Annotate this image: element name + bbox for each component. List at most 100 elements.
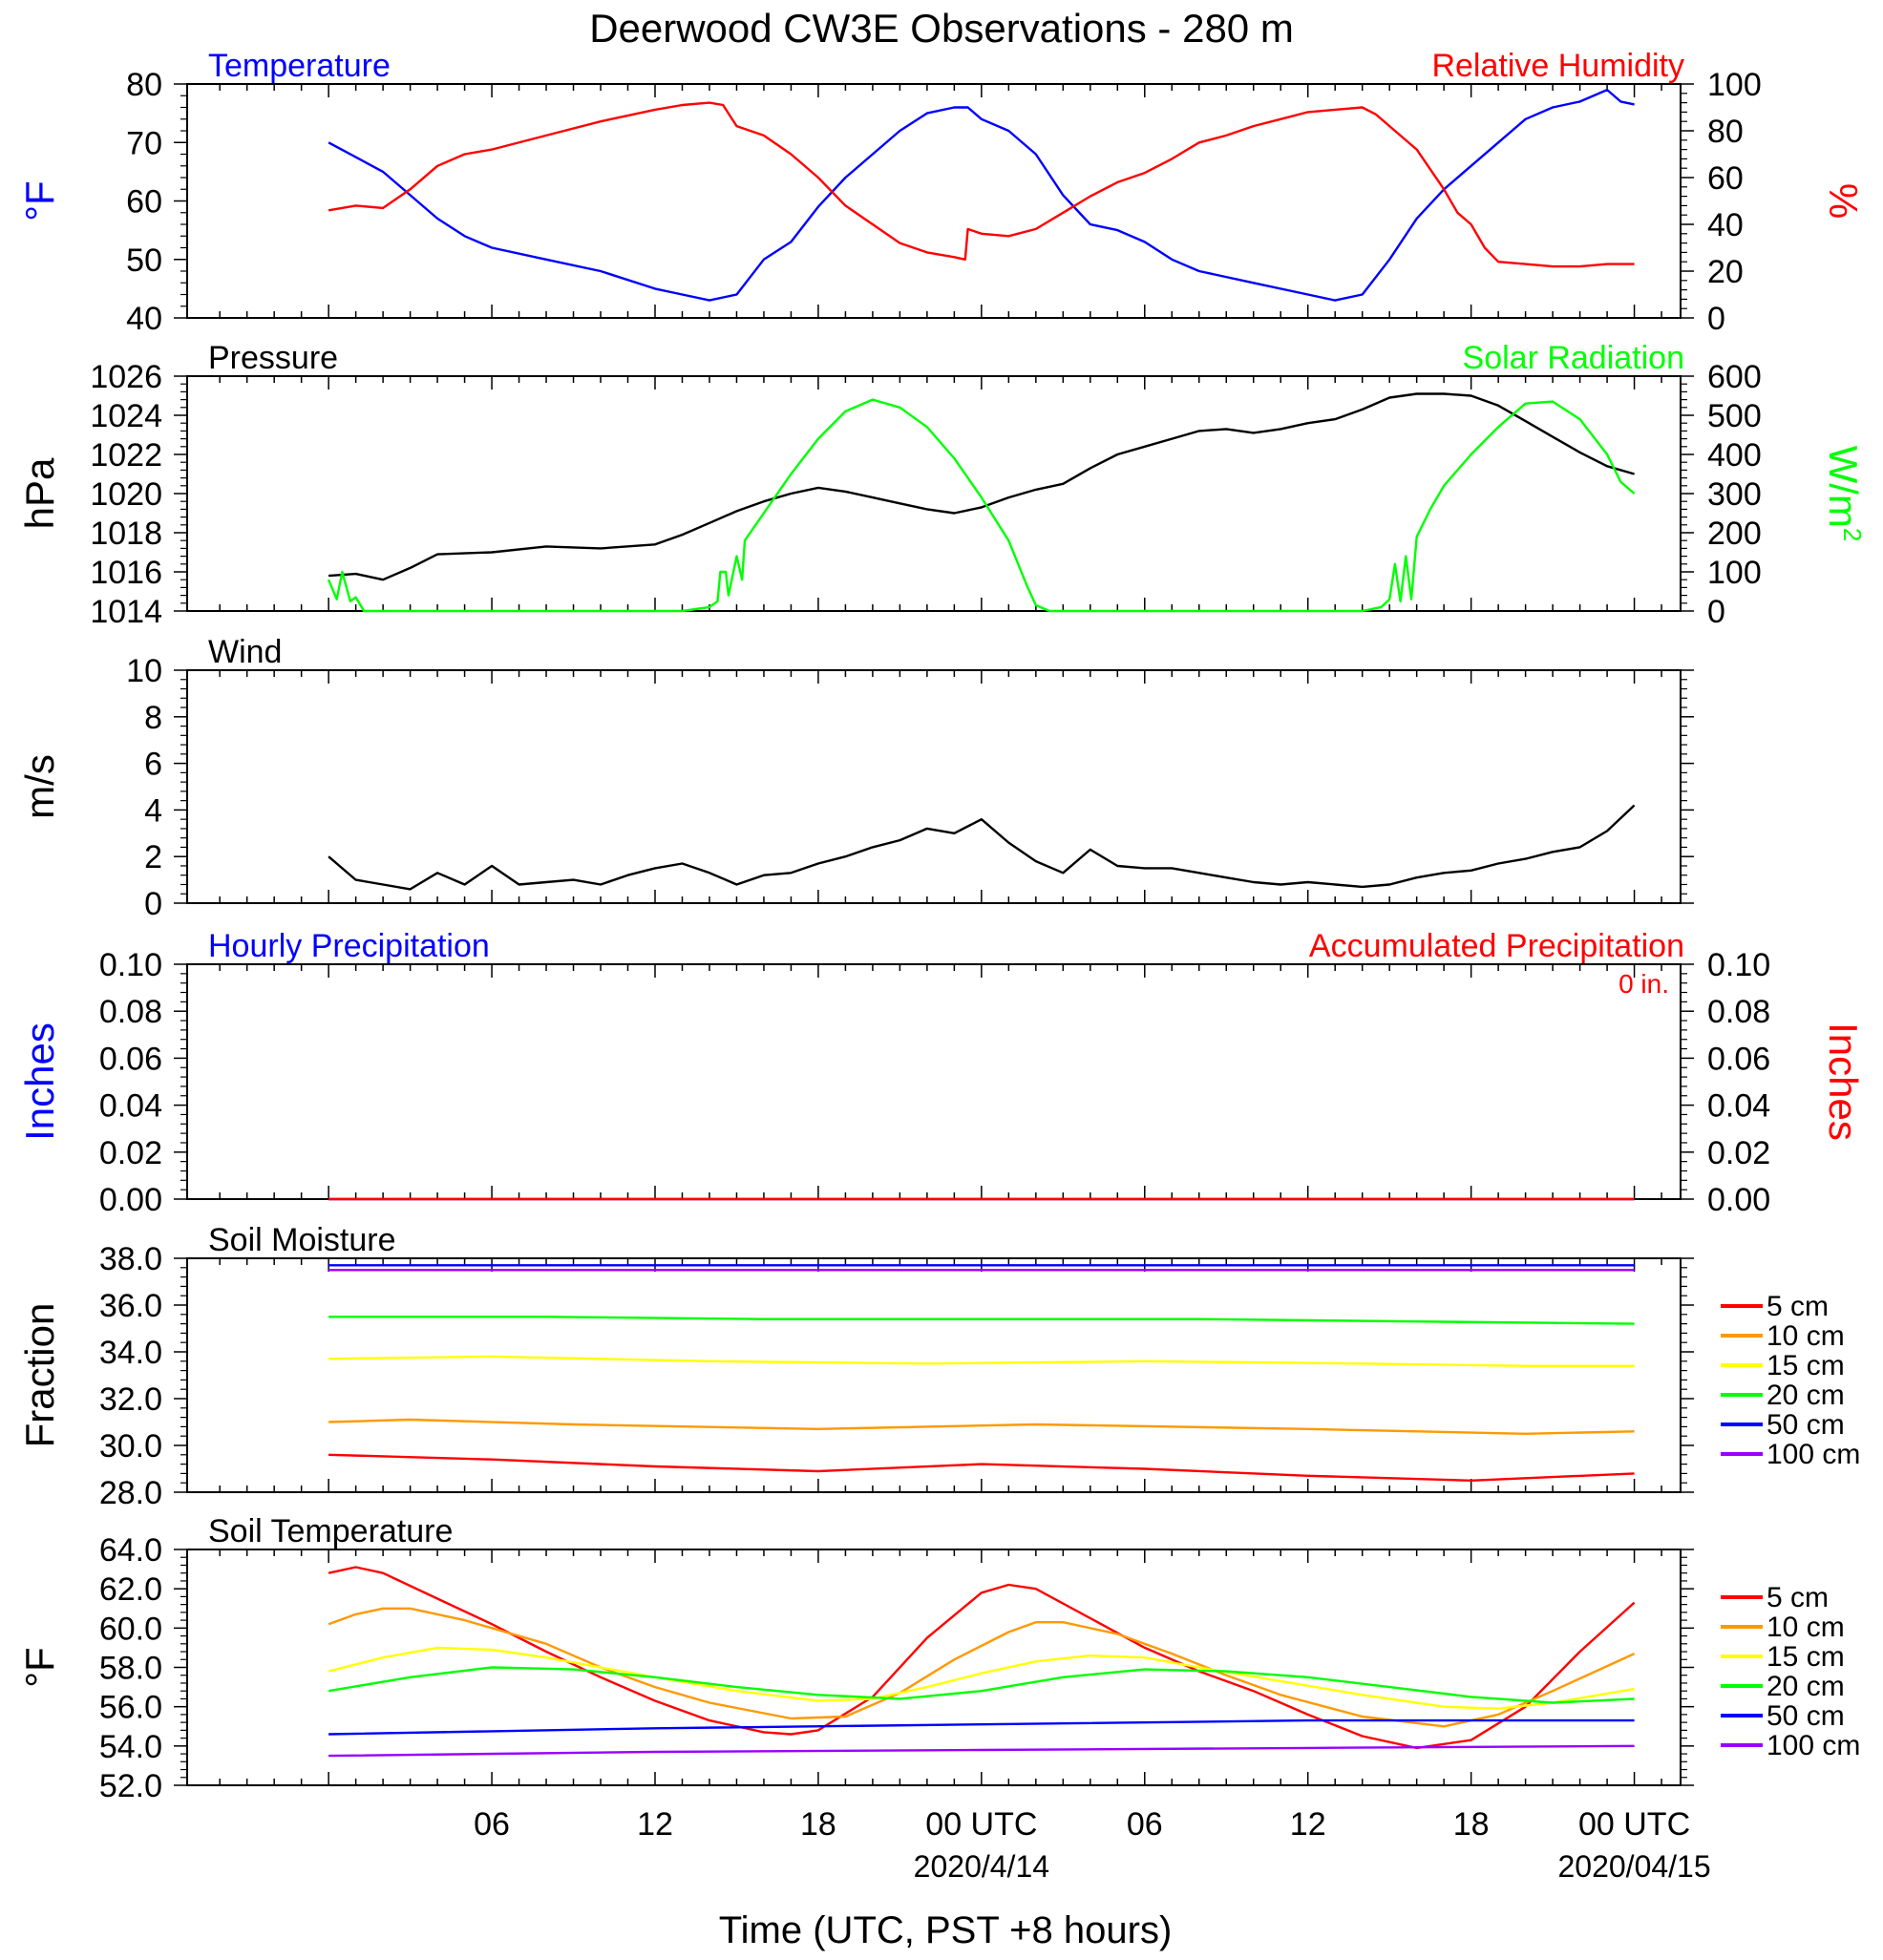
panel-title-right: Solar Radiation xyxy=(1463,340,1684,376)
series-line-15-cm xyxy=(328,1355,1635,1367)
y2-tick-label: 0.08 xyxy=(1707,994,1770,1030)
y-tick-label: 34.0 xyxy=(99,1335,162,1371)
y-tick-label: 30.0 xyxy=(99,1428,162,1465)
y-tick-label: 1018 xyxy=(90,516,162,552)
series-line-solar xyxy=(327,398,1636,613)
legend-label: 20 cm xyxy=(1767,1380,1845,1411)
y2-axis-label: W/m2 xyxy=(1821,446,1867,542)
legend-label: 100 cm xyxy=(1767,1730,1860,1761)
accumulated-annotation: 0 in. xyxy=(1619,969,1669,999)
y2-tick-label: 40 xyxy=(1707,207,1744,243)
series-line-pressure xyxy=(328,392,1635,581)
x-tick-date-label: 2020/04/15 xyxy=(1557,1849,1710,1884)
y2-tick-label: 0.10 xyxy=(1707,947,1770,983)
y2-tick-label: 300 xyxy=(1707,476,1762,513)
y-tick-label: 40 xyxy=(126,301,162,337)
series-line-temperature xyxy=(328,88,1635,302)
y-tick-label: 80 xyxy=(126,67,162,103)
y-tick-label: 54.0 xyxy=(99,1729,162,1765)
y2-tick-label: 80 xyxy=(1707,114,1744,150)
panel-title-left: Soil Moisture xyxy=(208,1222,396,1258)
series-line-10-cm xyxy=(328,1418,1635,1435)
x-tick-label: 00 UTC xyxy=(925,1806,1037,1843)
y-tick-label: 1014 xyxy=(90,594,162,630)
x-tick-label: 06 xyxy=(1127,1806,1163,1843)
y2-tick-label: 0.04 xyxy=(1707,1088,1770,1125)
x-tick-label: 18 xyxy=(800,1806,836,1843)
y-tick-label: 4 xyxy=(144,792,162,829)
panel-frame xyxy=(186,963,1682,1200)
panel-title-left: Pressure xyxy=(208,340,338,376)
y-tick-label: 56.0 xyxy=(99,1690,162,1726)
y2-tick-label: 0.06 xyxy=(1707,1041,1770,1077)
y-axis-label: Inches xyxy=(17,1022,62,1141)
panel-precip: 0.00 0.02 0.04 0.06 0.08 0.10 0.00 0.02 0.04 0.06… xyxy=(17,928,1866,1218)
y-tick-label: 52.0 xyxy=(99,1768,162,1804)
y2-tick-label: 200 xyxy=(1707,516,1762,552)
x-tick-label: 12 xyxy=(637,1806,673,1843)
panel-title-left: Wind xyxy=(208,634,282,670)
series-line-5-cm xyxy=(328,1453,1635,1482)
y2-tick-label: 0 xyxy=(1707,301,1725,337)
y-axis-label: Fraction xyxy=(17,1303,62,1448)
legend-label: 5 cm xyxy=(1767,1291,1829,1322)
series-line-20-cm xyxy=(328,1316,1635,1325)
panel-title-left: Soil Temperature xyxy=(208,1513,453,1549)
legend-label: 100 cm xyxy=(1767,1439,1860,1470)
panel-title-right: Relative Humidity xyxy=(1431,48,1684,84)
panel-temp_rh: 40 50 60 70 80 0 20 40 60 80 100 Temperature Relativ… xyxy=(17,48,1866,337)
y-tick-label: 1016 xyxy=(90,555,162,591)
y-tick-label: 0.04 xyxy=(99,1088,162,1125)
y2-tick-label: 400 xyxy=(1707,437,1762,474)
legend-label: 15 cm xyxy=(1767,1641,1845,1673)
legend-label: 5 cm xyxy=(1767,1582,1829,1613)
y-tick-label: 0 xyxy=(144,886,162,922)
panel-soil_temp: 52.054.056.058.0 60.062.064.0 Soil Tempera… xyxy=(17,1513,1860,1804)
y-tick-label: 64.0 xyxy=(99,1532,162,1569)
y-tick-label: 32.0 xyxy=(99,1381,162,1418)
legend-label: 15 cm xyxy=(1767,1350,1845,1381)
x-axis-label: Time (UTC, PST +8 hours) xyxy=(719,1909,1173,1951)
y2-tick-label: 100 xyxy=(1707,555,1762,591)
y-tick-label: 70 xyxy=(126,125,162,161)
y-tick-label: 50 xyxy=(126,242,162,279)
series-line-20-cm xyxy=(328,1666,1635,1704)
y-tick-label: 28.0 xyxy=(99,1475,162,1511)
y-tick-label: 0.00 xyxy=(99,1182,162,1218)
y-tick-label: 38.0 xyxy=(99,1241,162,1277)
y-tick-label: 8 xyxy=(144,700,162,736)
y2-tick-label: 500 xyxy=(1707,398,1762,434)
x-tick-label: 00 UTC xyxy=(1578,1806,1690,1843)
y-tick-label: 0.02 xyxy=(99,1135,162,1171)
x-tick-label: 18 xyxy=(1453,1806,1490,1843)
y-axis-label: °F xyxy=(17,180,62,221)
y2-tick-label: 60 xyxy=(1707,160,1744,197)
panel-frame xyxy=(186,669,1682,904)
legend-label: 10 cm xyxy=(1767,1612,1845,1643)
y2-tick-label: 0.00 xyxy=(1707,1182,1770,1218)
y-tick-label: 36.0 xyxy=(99,1288,162,1324)
y2-tick-label: 20 xyxy=(1707,254,1744,290)
series-line-50-cm xyxy=(328,1718,1635,1736)
y-tick-label: 0.08 xyxy=(99,994,162,1030)
y2-tick-label: 0 xyxy=(1707,594,1725,630)
y-tick-label: 0.10 xyxy=(99,947,162,983)
y2-tick-label: 100 xyxy=(1707,67,1762,103)
x-tick-label: 12 xyxy=(1290,1806,1326,1843)
series-line-5-cm xyxy=(328,1566,1636,1750)
y-tick-label: 10 xyxy=(126,653,162,689)
y2-tick-label: 0.02 xyxy=(1707,1135,1770,1171)
panel-wind: 0 2 4 6 8 10 Wind m/s xyxy=(17,634,1694,922)
panel-title-left: Hourly Precipitation xyxy=(208,928,490,964)
legend-label: 20 cm xyxy=(1767,1671,1845,1702)
y-tick-label: 1020 xyxy=(90,476,162,513)
series-line-15-cm xyxy=(328,1646,1635,1710)
y-tick-label: 58.0 xyxy=(99,1651,162,1687)
y-tick-label: 1022 xyxy=(90,437,162,474)
y-tick-label: 62.0 xyxy=(99,1571,162,1608)
y-tick-label: 6 xyxy=(144,747,162,783)
y-axis-label: °F xyxy=(17,1647,62,1687)
